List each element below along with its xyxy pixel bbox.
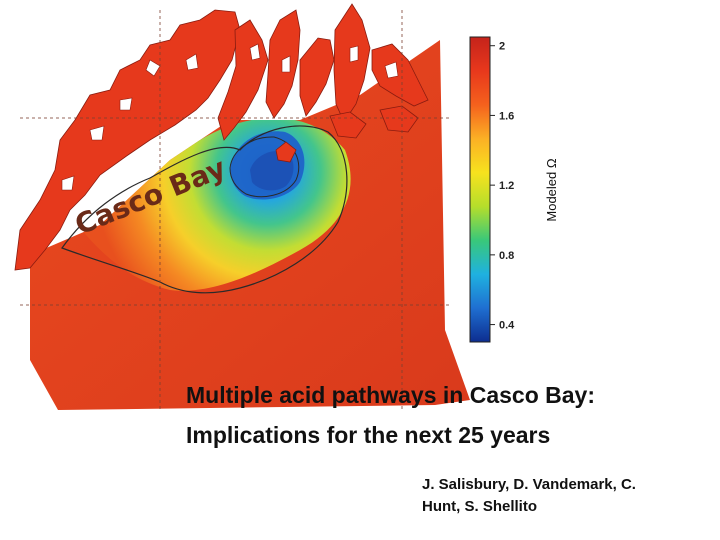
title-line-1: Multiple acid pathways in Casco Bay: [186,382,595,408]
colorbar-tick-label: 0.4 [499,320,515,332]
authors-line-2: Hunt, S. Shellito [422,498,537,515]
title-line-2: Implications for the next 25 years [186,422,551,448]
colorbar-tick-label: 1.2 [499,180,514,192]
map-grid [20,10,450,410]
colorbar-tick-label: 2 [499,41,505,53]
colorbar-tick-label: 1.6 [499,110,514,122]
colorbar-scale [469,36,491,343]
slide-title: Multiple acid pathways in Casco Bay: Imp… [186,375,706,455]
authors-line-1: J. Salisbury, D. Vandemark, C. [422,476,636,493]
island-holes [61,43,399,191]
authors: J. Salisbury, D. Vandemark, C. Hunt, S. … [422,474,712,518]
inner-contour [229,136,300,198]
colorbar-label: Modeled Ω [544,158,559,221]
colorbar-tick-label: 0.8 [499,250,514,262]
colorbar: 2 1.6 1.2 0.8 0.4 Modeled Ω [469,36,559,343]
